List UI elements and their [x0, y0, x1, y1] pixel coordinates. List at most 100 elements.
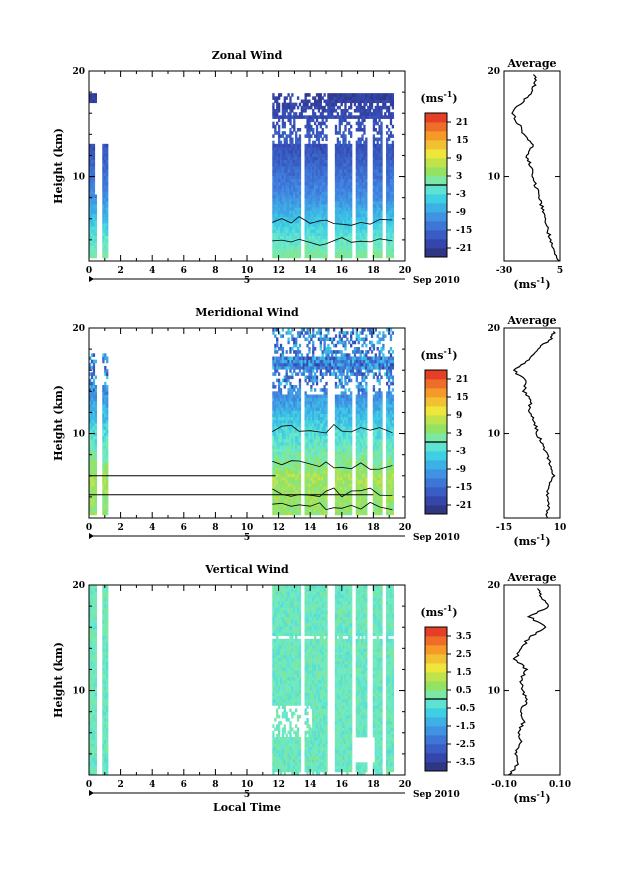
heatmap-cell — [300, 105, 304, 110]
heatmap-cell — [283, 188, 286, 192]
heatmap-cell — [289, 96, 292, 100]
heatmap-cell — [350, 96, 353, 100]
heatmap-cell — [315, 429, 319, 433]
heatmap-cell — [317, 394, 321, 399]
heatmap-cell — [298, 181, 302, 186]
heatmap-cell — [285, 143, 288, 148]
heatmap-cell — [281, 188, 285, 192]
heatmap-cell — [308, 366, 311, 370]
heatmap-cell — [315, 508, 319, 513]
heatmap-cell — [323, 166, 326, 170]
heatmap-cell — [380, 223, 383, 227]
heatmap-cell — [340, 340, 343, 345]
heatmap-cell — [317, 105, 321, 110]
heatmap-cell — [387, 229, 391, 233]
heatmap-cell — [317, 429, 321, 433]
heatmap-cell — [350, 242, 353, 246]
heatmap-cell — [287, 166, 290, 170]
heatmap-cell — [321, 210, 324, 214]
heatmap-cell — [310, 413, 313, 418]
heatmap-cell — [281, 473, 285, 478]
heatmap-cell — [387, 248, 391, 252]
heatmap-cell — [313, 448, 317, 452]
heatmap-cell — [310, 470, 313, 475]
heatmap-cell — [102, 451, 105, 456]
heatmap-cell — [350, 505, 353, 509]
heatmap-cell — [338, 232, 341, 237]
heatmap-cell — [90, 248, 94, 252]
heatmap-cell — [283, 200, 286, 205]
heatmap-cell — [308, 185, 311, 189]
heatmap-cell — [310, 337, 313, 342]
heatmap-cell — [378, 200, 381, 205]
heatmap-cell — [319, 334, 322, 338]
heatmap-cell — [310, 156, 313, 161]
heatmap-cell — [308, 137, 311, 142]
heatmap-cell — [298, 115, 302, 119]
heatmap-cell — [304, 432, 307, 437]
heatmap-cell — [104, 461, 107, 465]
heatmap-cell — [317, 511, 321, 516]
heatmap-cell — [276, 423, 279, 427]
heatmap-cell — [363, 229, 366, 233]
heatmap-cell — [317, 366, 321, 370]
heatmap-cell — [308, 159, 311, 164]
heatmap-cell — [94, 480, 97, 484]
heatmap-cell — [340, 416, 343, 421]
heatmap-cell — [285, 134, 288, 138]
heatmap-cell — [308, 378, 311, 383]
heatmap-cell — [291, 483, 294, 487]
heatmap-cell — [281, 150, 285, 154]
heatmap-cell — [106, 226, 109, 230]
heatmap-cell — [304, 109, 307, 113]
heatmap-cell — [293, 162, 296, 167]
heatmap-cell — [104, 413, 107, 418]
heatmap-cell — [319, 508, 322, 513]
heatmap-cell — [340, 96, 343, 100]
heatmap-cell — [365, 172, 368, 176]
heatmap-cell — [274, 359, 277, 364]
heatmap-cell — [276, 216, 279, 221]
heatmap-cell — [89, 200, 92, 205]
heatmap-cell — [317, 99, 321, 104]
heatmap-cell — [296, 489, 300, 494]
heatmap-cell — [365, 210, 368, 214]
heatmap-cell — [291, 505, 294, 509]
heatmap-cell — [308, 457, 311, 462]
heatmap-cell — [102, 229, 105, 233]
heatmap-cell — [372, 175, 376, 180]
heatmap-cell — [312, 238, 315, 243]
heatmap-cell — [272, 423, 275, 427]
heatmap-cell — [321, 445, 324, 449]
heatmap-cell — [363, 254, 366, 259]
heatmap-cell — [338, 143, 341, 148]
heatmap-cell — [313, 457, 317, 462]
heatmap-cell — [104, 153, 107, 157]
heatmap-cell — [92, 226, 96, 230]
heatmap-cell — [92, 210, 96, 214]
heatmap-cell — [372, 93, 376, 97]
heatmap-cell — [92, 397, 96, 402]
heatmap-cell — [274, 356, 277, 361]
heatmap-cell — [312, 464, 315, 468]
heatmap-cell — [338, 229, 341, 233]
heatmap-cell — [323, 337, 326, 342]
heatmap-cell — [334, 178, 338, 183]
heatmap-cell — [287, 235, 290, 240]
heatmap-cell — [391, 166, 395, 170]
heatmap-cell — [102, 191, 105, 195]
heatmap-cell — [104, 254, 107, 259]
heatmap-cell — [296, 359, 300, 364]
heatmap-cell — [106, 410, 109, 414]
heatmap-cell — [287, 251, 290, 256]
heatmap-cell — [272, 254, 275, 259]
heatmap-cell — [380, 109, 383, 113]
heatmap-cell — [304, 238, 307, 243]
heatmap-cell — [374, 210, 377, 214]
heatmap-cell — [340, 118, 343, 123]
heatmap-cell — [302, 102, 305, 107]
heatmap-cell — [276, 407, 279, 411]
heatmap-cell — [342, 143, 345, 148]
heatmap-cell — [92, 391, 96, 395]
heatmap-cell — [363, 147, 366, 151]
